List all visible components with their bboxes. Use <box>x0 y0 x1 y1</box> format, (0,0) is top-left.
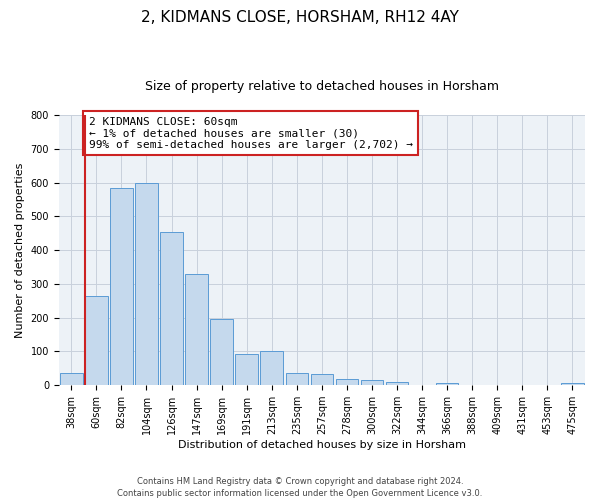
Bar <box>60 372 83 385</box>
Bar <box>260 352 283 385</box>
X-axis label: Distribution of detached houses by size in Horsham: Distribution of detached houses by size … <box>178 440 466 450</box>
Bar <box>185 274 208 385</box>
Bar <box>85 296 107 385</box>
Bar <box>361 380 383 385</box>
Title: Size of property relative to detached houses in Horsham: Size of property relative to detached ho… <box>145 80 499 93</box>
Bar <box>160 232 183 385</box>
Bar <box>311 374 333 385</box>
Bar <box>286 372 308 385</box>
Bar <box>135 182 158 385</box>
Bar <box>335 379 358 385</box>
Bar <box>235 354 258 385</box>
Bar <box>211 318 233 385</box>
Y-axis label: Number of detached properties: Number of detached properties <box>15 162 25 338</box>
Bar <box>436 382 458 385</box>
Text: 2, KIDMANS CLOSE, HORSHAM, RH12 4AY: 2, KIDMANS CLOSE, HORSHAM, RH12 4AY <box>141 10 459 25</box>
Bar <box>386 382 409 385</box>
Text: 2 KIDMANS CLOSE: 60sqm
← 1% of detached houses are smaller (30)
99% of semi-deta: 2 KIDMANS CLOSE: 60sqm ← 1% of detached … <box>89 116 413 150</box>
Text: Contains HM Land Registry data © Crown copyright and database right 2024.
Contai: Contains HM Land Registry data © Crown c… <box>118 476 482 498</box>
Bar <box>110 188 133 385</box>
Bar <box>561 382 584 385</box>
